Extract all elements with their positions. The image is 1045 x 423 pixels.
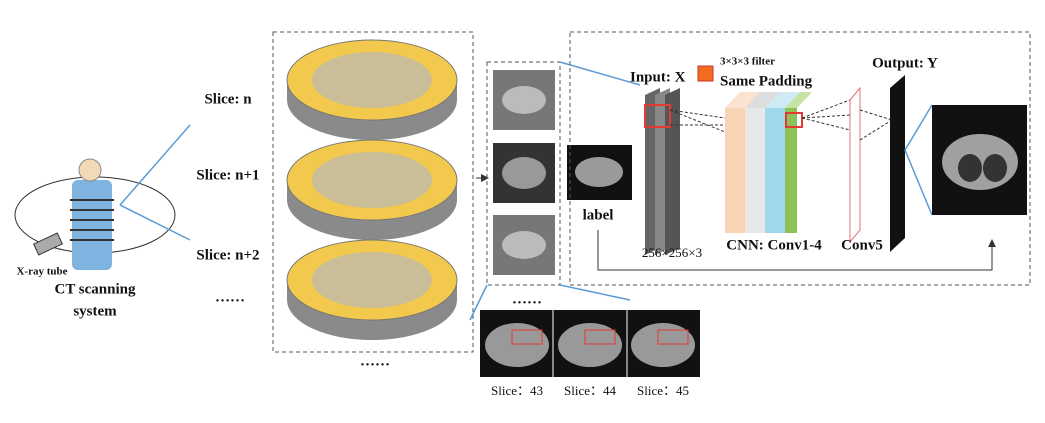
- output-layer: [890, 75, 905, 252]
- patient-body: [72, 180, 112, 270]
- input-label: Input: X: [630, 69, 686, 85]
- ct-title: CT scanning: [54, 281, 136, 297]
- ellipsis: ……: [215, 289, 245, 305]
- disc-stack: [286, 39, 458, 340]
- slice-label: Slice: n+2: [196, 247, 259, 263]
- filter-lines: [801, 99, 851, 131]
- size-label: 256×256×3: [642, 245, 702, 260]
- padding-label: Same Padding: [720, 73, 813, 89]
- conv-layers: [725, 92, 812, 233]
- slice-box: [272, 31, 474, 353]
- filter-lines: [669, 109, 726, 133]
- conv5-label: Conv5: [841, 237, 883, 253]
- zoom-lines: [469, 61, 641, 321]
- zoom-lines: [904, 104, 933, 216]
- conv5-layer: [849, 86, 861, 244]
- filter-cube: [697, 65, 714, 82]
- cnn-label: CNN: Conv1-4: [726, 237, 822, 253]
- example-images: [480, 310, 700, 377]
- filter-lines: [859, 109, 893, 141]
- zoom-lines: [119, 124, 191, 241]
- ellipsis: ……: [512, 291, 542, 307]
- example-label: Slice：45: [637, 383, 689, 398]
- label-text: label: [583, 207, 614, 223]
- scan-coils: [70, 199, 114, 241]
- label-image: [575, 157, 623, 187]
- patient-head: [78, 158, 102, 182]
- example-label: Slice：44: [564, 383, 616, 398]
- output-image: [958, 154, 982, 182]
- ellipsis: ……: [360, 353, 390, 369]
- output-label: Output: Y: [872, 55, 938, 71]
- example-label: Slice：43: [491, 383, 543, 398]
- input-layers: [644, 88, 680, 255]
- arrow: [597, 230, 996, 271]
- xray-tube: [33, 232, 63, 256]
- sample-images: [493, 70, 555, 275]
- filter-label: 3×3×3 filter: [720, 56, 775, 68]
- sample-box: [486, 61, 561, 286]
- output-image: [983, 154, 1007, 182]
- slice-label: Slice: n: [204, 91, 252, 107]
- slice-label: Slice: n+1: [196, 167, 259, 183]
- tube-label: X-ray tube: [16, 266, 67, 278]
- ct-title: system: [73, 303, 117, 319]
